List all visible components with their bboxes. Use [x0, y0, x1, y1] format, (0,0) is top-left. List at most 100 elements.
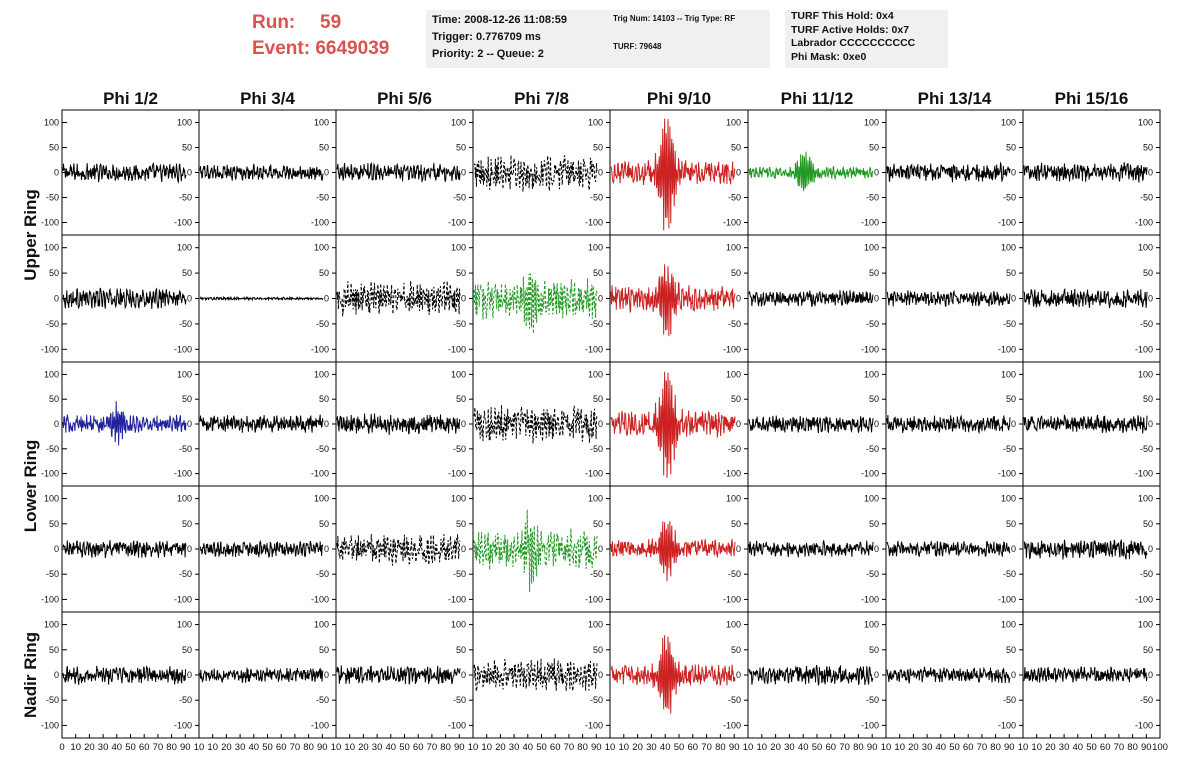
x-tick-label: 0	[59, 742, 64, 753]
waveform-panel: 100 50 0 -50 -100	[198, 234, 337, 363]
waveform-panel: 100 50 0 -50 -100	[747, 234, 887, 363]
x-tick-label: 70	[564, 742, 575, 753]
y-tick-label: -50	[453, 569, 466, 579]
y-tick-label: -50	[1140, 569, 1153, 579]
x-tick-label: 50	[812, 742, 823, 753]
waveform-panel: 100 50 0 -50 -100	[198, 611, 337, 739]
waveform-line	[610, 264, 736, 337]
y-tick-label: 100	[726, 118, 741, 128]
y-tick-label: 50	[182, 645, 192, 655]
waveform-panel: 100 50 0 -50 -100	[885, 109, 1024, 236]
y-tick-label: 50	[49, 394, 59, 404]
y-tick-label: 50	[182, 143, 192, 153]
y-tick-label: 100	[1138, 620, 1153, 630]
y-tick-label: -100	[723, 720, 741, 730]
y-tick-label: 0	[1011, 419, 1016, 429]
y-tick-label: 50	[182, 519, 192, 529]
y-tick-label: -50	[453, 444, 466, 454]
y-tick-label: -100	[311, 344, 329, 354]
x-tick-label: 10	[70, 742, 81, 753]
y-tick-label: 0	[324, 294, 329, 304]
y-tick-label: 50	[1006, 268, 1016, 278]
y-tick-label: 100	[588, 620, 603, 630]
x-tick-label: 10	[481, 742, 492, 753]
y-tick-label: -50	[179, 193, 192, 203]
y-tick-label: 100	[864, 369, 879, 379]
y-tick-label: 0	[874, 294, 879, 304]
y-tick-label: 50	[1143, 519, 1153, 529]
y-tick-label: 0	[324, 670, 329, 680]
panel-frame	[472, 361, 611, 487]
y-tick-label: -50	[453, 193, 466, 203]
y-tick-label: 50	[1006, 519, 1016, 529]
y-tick-label: -50	[866, 319, 879, 329]
y-tick-label: -100	[448, 594, 466, 604]
event-value: 6649039	[315, 38, 390, 59]
y-tick-label: -50	[728, 569, 741, 579]
waveform-panel: 100 50 0 -50 -100	[609, 485, 749, 613]
y-tick-label: 50	[1006, 645, 1016, 655]
waveform-panel: 100 50 0 -50 -100	[1022, 485, 1161, 613]
waveform-panel: 100 50 0 -50 -100	[472, 485, 611, 613]
y-tick-label: 50	[593, 143, 603, 153]
waveform-panel: 100 100 50 50 0 0 -50 -50 -100 -100	[41, 361, 200, 487]
y-tick-label: 50	[1143, 645, 1153, 655]
x-tick-label: 10	[757, 742, 768, 753]
y-tick-label: 50	[456, 645, 466, 655]
waveform-line	[1023, 414, 1148, 434]
x-tick-label: 40	[249, 742, 260, 753]
y-tick-label: -100	[585, 218, 603, 228]
y-tick-label: 50	[456, 519, 466, 529]
y-tick-label: 50	[182, 268, 192, 278]
y-tick-label: 0	[598, 419, 603, 429]
priority-text: Priority: 2 -- Queue: 2	[432, 48, 544, 60]
y-tick-label: 0	[324, 419, 329, 429]
column-header: Phi 1/2	[103, 89, 158, 108]
y-tick-label: 50	[182, 394, 192, 404]
y-tick-label: 100	[1001, 118, 1016, 128]
y-tick-label: 100	[44, 494, 59, 504]
y-tick-label: -100	[861, 720, 879, 730]
waveform-line	[473, 155, 598, 192]
y-tick-label: 100	[726, 369, 741, 379]
y-tick-label: -50	[453, 695, 466, 705]
x-tick-label: 50	[399, 742, 410, 753]
waveform-panel: 100 50 0 -50 -100	[885, 361, 1024, 487]
x-tick-label: 70	[839, 742, 850, 753]
x-tick-label: 90	[1141, 742, 1152, 753]
column-header: Phi 5/6	[377, 89, 432, 108]
waveform-line	[748, 539, 874, 558]
waveform-line	[336, 161, 461, 184]
x-tick-label: 10	[894, 742, 905, 753]
y-tick-label: 100	[44, 118, 59, 128]
waveform-panel: 100 50 0 -50 -100	[747, 361, 887, 487]
x-tick-label: 100	[1152, 742, 1168, 753]
x-tick-label: 40	[112, 742, 123, 753]
x-tick-label: 70	[427, 742, 438, 753]
waveform-panel: 100 50 0 -50 -100	[1022, 361, 1161, 487]
x-tick-label: 60	[276, 742, 287, 753]
y-tick-label: -50	[1003, 569, 1016, 579]
waveform-line	[748, 290, 874, 307]
waveform-line	[886, 540, 1011, 558]
y-tick-label: 50	[49, 268, 59, 278]
y-tick-label: -50	[46, 695, 59, 705]
y-tick-label: 50	[593, 645, 603, 655]
waveform-line	[610, 521, 736, 582]
x-tick-label: 90	[1004, 742, 1015, 753]
y-tick-label: -50	[866, 193, 879, 203]
y-tick-label: 50	[869, 394, 879, 404]
y-tick-label: -50	[728, 193, 741, 203]
y-tick-label: -100	[998, 344, 1016, 354]
x-tick-label: 90	[729, 742, 740, 753]
y-tick-label: 100	[44, 243, 59, 253]
waveform-panel: 100 50 0 -50 -100	[1022, 611, 1161, 739]
y-tick-label: 100	[177, 243, 192, 253]
y-tick-label: 0	[1011, 294, 1016, 304]
y-tick-label: 100	[1001, 494, 1016, 504]
waveform-line	[1023, 666, 1148, 683]
x-tick-label: 80	[577, 742, 588, 753]
y-tick-label: 0	[736, 544, 741, 554]
waveform-line	[1023, 539, 1148, 560]
y-tick-label: -100	[1135, 218, 1153, 228]
